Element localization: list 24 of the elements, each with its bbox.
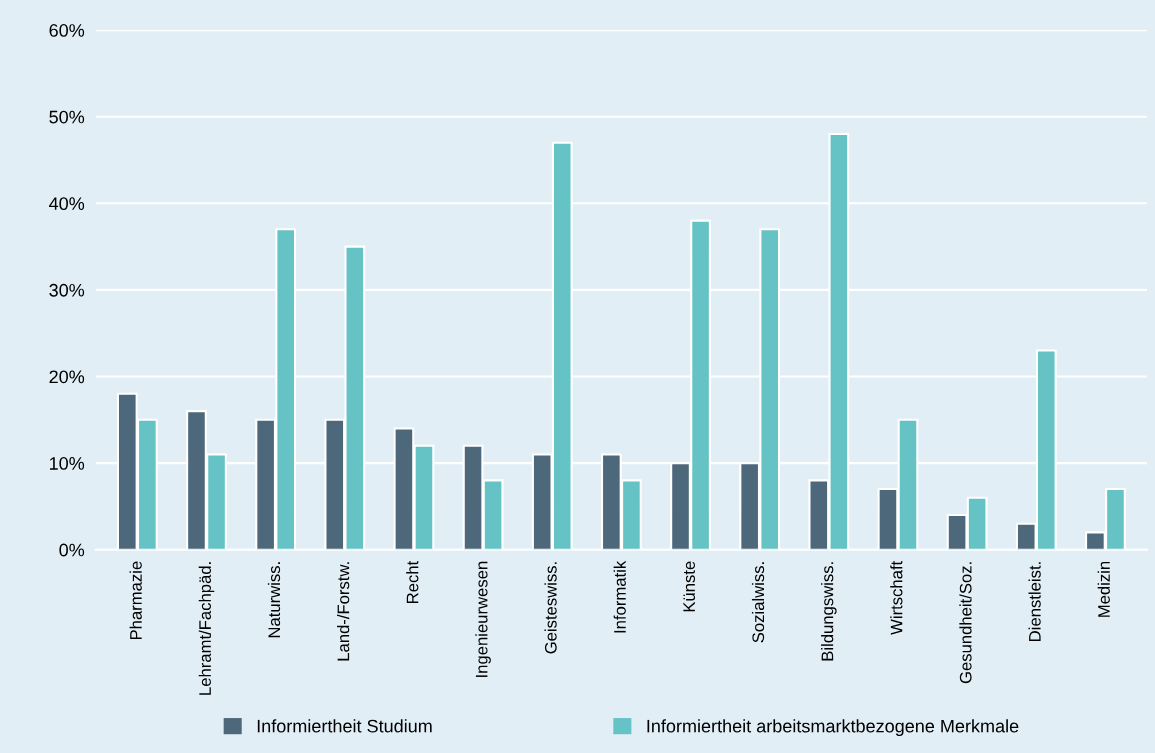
- y-tick-label: 10%: [49, 457, 85, 470]
- x-tick-label: Land-/Forstw.: [337, 562, 350, 661]
- y-tick-label: 20%: [49, 370, 85, 384]
- legend-label: Informiertheit Studium: [257, 719, 432, 733]
- x-tick-label: Ingenieurwesen: [475, 561, 491, 677]
- y-tick-label: 0%: [59, 543, 85, 557]
- x-tick-label: Wirtschaft: [890, 560, 903, 635]
- x-tick-label: Bildungswiss.: [821, 562, 837, 661]
- x-tick-label: Dienstleist.: [1028, 562, 1041, 641]
- x-tick-label: Pharmazie: [129, 561, 142, 640]
- x-tick-label: Künste: [683, 561, 696, 612]
- x-tick-label: Sozialwiss.: [751, 562, 765, 643]
- x-tick-label: Informatik: [613, 560, 626, 633]
- x-tick-label: Lehramt/Fachpäd.: [198, 562, 215, 695]
- legend-label: Informiertheit arbeitsmarktbezogene Merkmale: [647, 719, 1019, 737]
- y-tick-label: 30%: [49, 283, 85, 297]
- y-tick-label: 50%: [49, 110, 85, 124]
- x-tick-label: Geisteswiss.: [544, 562, 557, 654]
- y-tick-label: 40%: [49, 197, 85, 211]
- y-tick-label: 60%: [49, 24, 85, 37]
- x-tick-label: Gesundheit/Soz.: [959, 562, 972, 684]
- x-tick-label: Medizin: [1097, 561, 1110, 617]
- x-tick-label: Naturwiss.: [267, 562, 281, 638]
- x-tick-label: Recht: [406, 560, 419, 603]
